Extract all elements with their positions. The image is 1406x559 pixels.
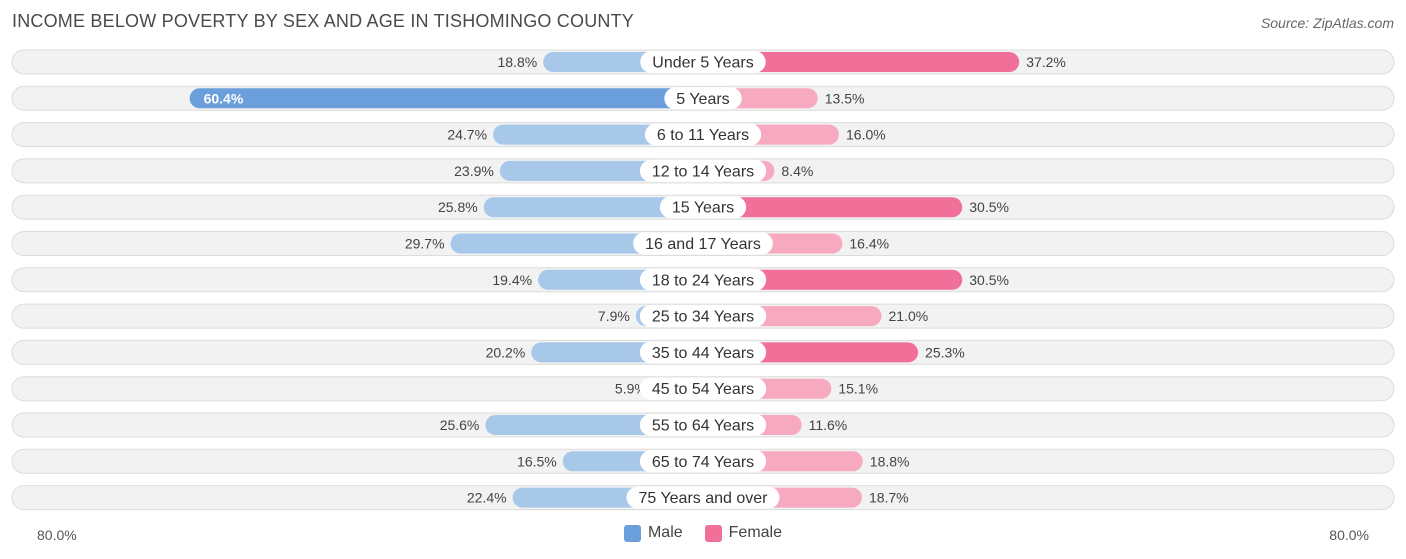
legend-label-female: Female <box>728 524 783 541</box>
data-label-female: 25.3% <box>925 344 965 360</box>
data-label-female: 16.0% <box>846 127 886 143</box>
chart-title: INCOME BELOW POVERTY BY SEX AND AGE IN T… <box>12 11 634 31</box>
legend-item-female[interactable]: Female <box>704 524 783 542</box>
axis-left-label: 80.0% <box>37 527 77 543</box>
category-label-background <box>639 305 767 328</box>
data-label-male: 7.9% <box>598 308 630 324</box>
data-label-female: 30.5% <box>969 272 1009 288</box>
category-label-background <box>659 196 747 219</box>
data-label-female: 16.4% <box>849 236 889 252</box>
data-label-male: 16.5% <box>517 453 557 469</box>
category-label-background <box>639 159 767 182</box>
data-label-female: 13.5% <box>825 90 865 106</box>
category-label: 25 to 34 Years <box>652 309 754 326</box>
bar-male <box>189 88 704 109</box>
category-label: 75 Years and over <box>639 490 769 507</box>
legend-item-male[interactable]: Male <box>623 524 683 542</box>
bar-female <box>703 197 963 218</box>
data-label-female: 15.1% <box>838 381 878 397</box>
axis-right-label: 80.0% <box>1329 527 1369 543</box>
category-label-background <box>633 232 773 255</box>
category-label-background <box>639 341 767 364</box>
data-label-male: 25.8% <box>438 199 478 215</box>
data-label-male: 25.6% <box>440 417 480 433</box>
bar-female <box>703 269 963 290</box>
data-label-female: 30.5% <box>969 199 1009 215</box>
legend-swatch-female <box>704 524 722 542</box>
category-label: 6 to 11 Years <box>657 127 749 144</box>
category-label: 5 Years <box>676 91 729 108</box>
data-label-male: 20.2% <box>486 344 526 360</box>
data-label-female: 18.7% <box>869 490 909 506</box>
data-label-male: 22.4% <box>467 490 507 506</box>
category-label: 65 to 74 Years <box>652 454 754 471</box>
data-label-male: 19.4% <box>492 272 532 288</box>
data-label-male: 60.4% <box>204 90 244 106</box>
source-credit: Source: ZipAtlas.com <box>1260 15 1394 31</box>
category-label-background <box>664 87 742 110</box>
category-label: 55 to 64 Years <box>652 418 754 435</box>
data-label-female: 18.8% <box>870 453 910 469</box>
legend-swatch-male <box>623 524 641 542</box>
legend-label-male: Male <box>647 524 683 541</box>
data-label-male: 18.8% <box>497 54 537 70</box>
category-label-background <box>639 377 767 400</box>
category-label: 12 to 14 Years <box>652 163 754 180</box>
data-label-female: 11.6% <box>809 417 848 433</box>
chart-area: 18.8% 37.2% Under 5 Years 60.4% 13.5% 5 Years… <box>11 49 1395 511</box>
data-label-female: 21.0% <box>889 308 929 324</box>
data-label-male: 5.9% <box>615 381 647 397</box>
category-label-background <box>639 414 767 436</box>
category-label: 18 to 24 Years <box>652 272 754 289</box>
data-label-female: 37.2% <box>1026 54 1066 70</box>
legend: Male Female <box>0 524 1406 542</box>
category-label: 35 to 44 Years <box>652 345 754 362</box>
data-label-male: 23.9% <box>454 163 494 179</box>
category-label-background <box>644 123 762 146</box>
category-label: 16 and 17 Years <box>645 236 761 253</box>
category-label-background <box>640 51 766 73</box>
data-label-male: 24.7% <box>447 127 487 143</box>
data-label-female: 8.4% <box>781 163 813 179</box>
category-label: 45 to 54 Years <box>652 381 754 398</box>
category-label-background <box>639 268 767 291</box>
category-label: Under 5 Years <box>652 55 753 72</box>
category-label-background <box>639 450 767 473</box>
category-label: 15 Years <box>672 200 734 217</box>
category-label-background <box>626 486 780 509</box>
bar-female <box>703 52 1020 72</box>
bar-male <box>483 197 703 218</box>
data-label-male: 29.7% <box>405 236 445 252</box>
